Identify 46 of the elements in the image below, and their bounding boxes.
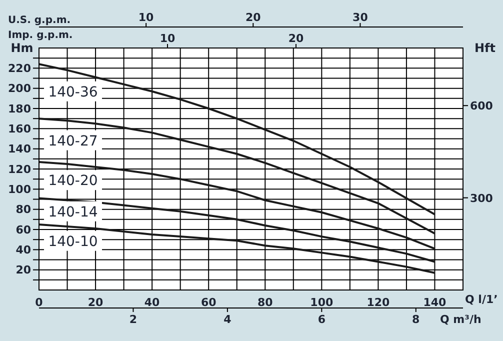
x2-axis-title: U.S. g.p.m. <box>8 15 71 26</box>
y-tick-label: 100 <box>8 183 32 196</box>
y2-axis-title: Hft <box>474 41 496 55</box>
series-label: 140-36 <box>48 84 98 100</box>
y-tick-label: 20 <box>16 264 32 277</box>
line-series <box>39 160 436 250</box>
y-tick-label: 220 <box>8 62 32 76</box>
y-tick-label: 40 <box>16 244 32 257</box>
x-tick-label: 0 <box>35 296 44 309</box>
y-tick-label: 80 <box>16 203 32 216</box>
x-tick-label: 100 <box>310 296 334 309</box>
x2-tick-label: 10 <box>138 11 154 24</box>
series-label: 140-14 <box>48 204 98 220</box>
text: 10 <box>160 32 176 45</box>
text: 4 <box>224 313 232 326</box>
y-tick-label: 180 <box>8 102 32 116</box>
x-tick-label: 40 <box>144 296 160 309</box>
x2-tick-label: 30 <box>352 11 368 24</box>
line-series <box>39 197 436 263</box>
text: 8 <box>412 313 420 326</box>
y2-tick-label: 600 <box>470 100 494 113</box>
y-tick-label: 160 <box>8 122 32 136</box>
line-series <box>39 223 436 274</box>
series-label: 140-20 <box>48 173 98 190</box>
y-tick-label: 200 <box>8 82 32 96</box>
y-tick-label: 120 <box>8 162 32 176</box>
series-label: 140-27 <box>48 133 98 150</box>
text: 20 <box>288 32 304 45</box>
x-tick-label: 120 <box>366 296 390 309</box>
series-label: 140-10 <box>48 234 98 250</box>
text: 2 <box>129 313 138 326</box>
x2-tick-label: 20 <box>245 11 262 24</box>
x-tick-label: 20 <box>88 296 104 309</box>
x-tick-label: 80 <box>257 296 274 309</box>
line-series <box>39 63 436 216</box>
y-axis-title: Hm <box>10 41 34 55</box>
line-series <box>39 118 436 235</box>
y-tick-label: 60 <box>16 223 32 236</box>
x-axis-title: Q l/1’ <box>465 293 498 306</box>
text: Q m³/h <box>440 313 482 326</box>
text: 6 <box>318 313 326 326</box>
x-tick-label: 140 <box>423 296 447 309</box>
y-tick-label: 140 <box>8 142 32 156</box>
x-tick-label: 60 <box>200 296 217 309</box>
y2-tick-label: 300 <box>470 192 494 205</box>
text: Imp. g.p.m. <box>8 30 73 41</box>
